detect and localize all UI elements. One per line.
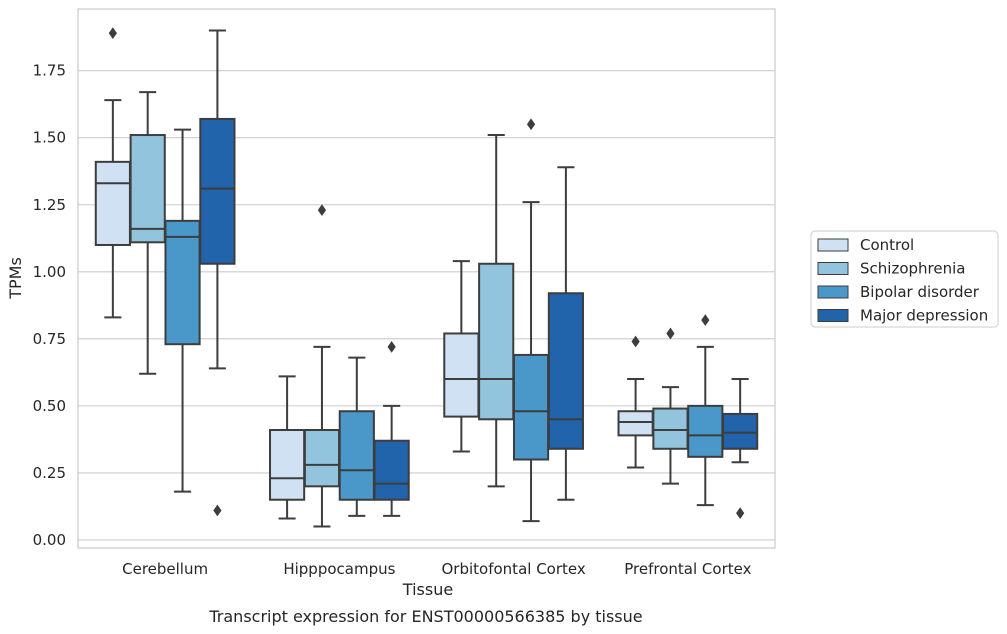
box-3-3 (512, 118, 550, 523)
y-tick-label: 0.75 (33, 330, 66, 348)
box-layer (94, 27, 759, 528)
legend-label: Schizophrenia (860, 260, 965, 278)
iqr-box (512, 353, 550, 461)
box-2-3 (338, 356, 375, 517)
outlier-point (736, 507, 745, 520)
iqr-box (547, 292, 584, 450)
iqr-box (617, 410, 654, 437)
legend-swatch (817, 238, 849, 252)
legend-label: Major depression (860, 307, 988, 325)
outlier-point (701, 314, 710, 326)
legend-label: Bipolar disorder (860, 283, 980, 301)
box-3-4 (547, 166, 584, 501)
iqr-box (94, 160, 131, 246)
box-2-4 (373, 341, 410, 517)
iqr-box (478, 262, 515, 421)
y-tick-label: 1.75 (33, 62, 66, 80)
iqr-box (443, 332, 480, 418)
y-tick-label: 1.00 (33, 263, 66, 281)
legend: Control Schizophrenia Bipolar disorder Majo… (810, 230, 999, 328)
box-4-1 (617, 335, 654, 469)
legend-frame (810, 230, 999, 328)
iqr-box (338, 410, 375, 501)
legend-swatch (817, 309, 849, 322)
legend-items: Control Schizophrenia Bipolar disorder Majo… (817, 236, 988, 325)
box-4-4 (722, 378, 759, 520)
legend-label: Control (860, 236, 914, 254)
y-tick-label: 0.25 (33, 464, 66, 482)
box-1-3 (164, 128, 201, 493)
iqr-box (199, 117, 236, 265)
x-tick-label: Prefrontal Cortex (624, 560, 751, 578)
y-tick-label: 0.00 (33, 531, 66, 549)
chart-caption: Transcript expression for ENST0000056638… (208, 607, 642, 626)
box-1-4 (199, 29, 236, 517)
iqr-box (164, 219, 201, 346)
box-2-1 (269, 375, 306, 520)
outlier-point (631, 335, 640, 348)
outlier-point (213, 504, 222, 517)
y-tick-label: 1.50 (33, 129, 66, 147)
iqr-box (373, 439, 410, 501)
plot-frame (77, 8, 776, 549)
outlier-point (108, 27, 117, 40)
box-1-1 (94, 27, 131, 319)
x-axis-label: Tissue (402, 580, 453, 599)
x-tick-label: Orbitofontal Cortex (442, 560, 586, 578)
x-tick-label: Hipppocampus (283, 560, 395, 578)
legend-swatch (817, 285, 849, 299)
y-tick-label: 1.25 (33, 196, 66, 214)
iqr-box (269, 429, 306, 501)
outlier-point (387, 341, 396, 353)
box-3-2 (478, 134, 515, 488)
y-axis-label: TPMs (6, 257, 25, 300)
iqr-box (687, 404, 724, 458)
iqr-box (722, 412, 759, 450)
iqr-box (303, 429, 341, 488)
outlier-point (526, 118, 536, 131)
outlier-point (666, 327, 675, 340)
iqr-box (129, 134, 166, 244)
y-tick-label: 0.50 (33, 397, 66, 415)
x-tick-label: Cerebellum (122, 560, 208, 578)
outlier-point (317, 204, 327, 216)
box-1-2 (129, 91, 166, 375)
iqr-box (652, 407, 689, 450)
box-3-1 (443, 260, 480, 453)
legend-swatch (817, 262, 849, 275)
x-tick-labels: Cerebellum Hipppocampus Orbitofontal Corte… (122, 560, 751, 578)
y-tick-labels: 0.00 0.25 0.50 0.75 1.00 1.25 1.50 1.75 (33, 62, 66, 549)
box-2-2 (303, 204, 341, 528)
box-4-3 (687, 314, 724, 507)
